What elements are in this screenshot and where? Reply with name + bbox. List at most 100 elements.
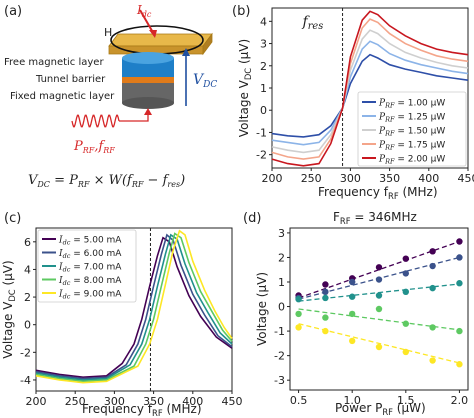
chart-c-xtick-label: 300 [104, 395, 125, 408]
panel-a-label: (a) [4, 4, 22, 19]
chart-d-xtick-label: 1.0 [343, 394, 361, 407]
chart-c-ylabel: Voltage VDC (µV) [1, 260, 17, 358]
chart-b: 200 250 300 350 400 450 -2 -1 0 1 2 3 4 fres PRF = 1.0… [237, 7, 474, 201]
chart-d-point [348, 310, 356, 318]
chart-d-point [295, 310, 302, 318]
chart-b-ylabel: Voltage VDC (µV) [237, 39, 253, 137]
chart-c-legend-entry: Idc = 9.00 mA [58, 290, 122, 301]
chart-c-ytick-label: -4 [20, 374, 31, 387]
chart-b-series-1 [271, 53, 469, 138]
chart-d-title: FRF = 346MHz [333, 210, 417, 226]
current-label: Idc [136, 3, 152, 19]
chart-d-point [322, 327, 329, 335]
chart-c-series-3 [35, 233, 233, 381]
chart-b-ytick-label: 1 [260, 82, 267, 95]
chart-d-ytick-label: -3 [274, 374, 285, 387]
fixed-layer-label: Fixed magnetic layer [10, 91, 115, 102]
chart-c-series-1 [35, 236, 233, 379]
chart-c-xtick-label: 450 [222, 395, 243, 408]
chart-b-xtick-label: 450 [458, 172, 474, 185]
rf-connection-head [144, 108, 152, 115]
chart-c-xtick-label: 250 [65, 395, 86, 408]
chart-d-fit-line-1 [298, 240, 460, 299]
chart-b-ytick-label: 3 [260, 38, 267, 51]
chart-b-ytick-label: -1 [256, 126, 267, 139]
chart-d-frame [289, 227, 469, 391]
chart-d-point [429, 324, 436, 331]
chart-d-xlabel: Power PRF (µW) [335, 401, 426, 417]
chart-d-point [295, 295, 302, 303]
chart-c-legend-entry: Idc = 7.00 mA [58, 263, 122, 274]
chart-c-xtick-label: 200 [26, 395, 47, 408]
chart-d-point [456, 280, 463, 287]
chart-b-legend-entry: PRF = 1.00 µW [378, 99, 445, 110]
panel-b-label: (b) [232, 4, 250, 19]
chart-d-point [348, 293, 356, 300]
chart-b-series-4 [271, 18, 469, 160]
chart-c-xtick-label: 350 [143, 395, 164, 408]
chart-c-ytick-label: 0 [24, 319, 31, 332]
free-layer-label: Free magnetic layer [4, 57, 104, 68]
chart-d-fit-line-4 [298, 308, 460, 331]
chart-c-xlabel: Frequency fRF (MHz) [82, 402, 202, 418]
chart-b-series-3 [271, 29, 469, 154]
current-arrow-head [149, 30, 157, 38]
panel-a: (a) H Idc Free magnetic layer Tunnel bar… [4, 3, 217, 189]
chart-d-point [402, 320, 410, 327]
chart-c-ytick-label: -2 [20, 346, 31, 359]
chart-d-point [402, 288, 410, 296]
chart-d-point [456, 238, 463, 245]
chart-b-series-5 [271, 10, 469, 167]
chart-d-point [456, 254, 463, 261]
chart-d-point [348, 337, 356, 345]
chart-b-legend-entry: PRF = 1.50 µW [378, 127, 445, 138]
chart-b-xtick-label: 250 [301, 172, 322, 185]
chart-d-point [429, 262, 436, 270]
chart-d: 0.5 1.0 1.5 2.0 -3 -2 -1 0 1 2 3 FRF = 346MHz Power … [255, 210, 469, 417]
chart-c-series-4 [35, 232, 233, 383]
chart-c-ytick-label: 4 [24, 263, 31, 276]
vdc-label: VDC [193, 72, 217, 90]
chart-d-point [375, 292, 383, 299]
chart-d-point [456, 361, 463, 368]
top-electrode-face [108, 33, 213, 47]
chart-c-frame [35, 227, 233, 392]
chart-b-xtick-label: 200 [262, 172, 283, 185]
chart-b-xtick-label: 400 [418, 172, 439, 185]
chart-b-xlabel: Frequency fRF (MHz) [318, 185, 438, 201]
equation: VDC = PRF × W(fRF − fres) [28, 173, 185, 189]
chart-d-point [429, 284, 436, 292]
chart-d-xtick-label: 0.5 [290, 394, 308, 407]
chart-d-xtick-label: 2.0 [451, 394, 469, 407]
chart-d-point [402, 348, 410, 356]
chart-d-point [295, 324, 302, 331]
chart-c-legend-entry: Idc = 6.00 mA [58, 249, 122, 260]
vdc-arrow-head [182, 48, 190, 56]
chart-d-ytick-label: -2 [274, 350, 285, 363]
rf-wave [71, 114, 120, 128]
chart-b-xtick-label: 350 [379, 172, 400, 185]
chart-b-legend-box [357, 91, 467, 167]
chart-b-ytick-label: 0 [260, 104, 267, 117]
chart-d-point [322, 294, 329, 302]
free-layer-top [122, 52, 174, 64]
panel-d-label: (d) [243, 211, 261, 226]
chart-d-point [348, 278, 356, 286]
chart-b-ytick-label: 4 [260, 15, 267, 28]
chart-d-point [375, 305, 383, 313]
chart-b-legend-entry: PRF = 1.75 µW [378, 141, 445, 152]
chart-d-point [429, 248, 436, 255]
chart-c-series-5 [35, 229, 233, 384]
chart-d-point [375, 343, 383, 351]
chart-c-ytick-label: 6 [24, 236, 31, 249]
chart-d-point [322, 288, 329, 296]
top-electrode-side [202, 32, 213, 56]
chart-c: 200 250 300 350 400 450 -4 -2 0 2 4 6 Idc = 5.00 mA I… [1, 227, 243, 418]
chart-d-point [322, 281, 329, 288]
chart-d-point [322, 314, 329, 321]
chart-b-ytick-label: 2 [260, 60, 267, 73]
chart-d-point [456, 327, 463, 335]
chart-b-ytick-label: -2 [256, 149, 267, 162]
chart-b-fres-label: fres [302, 14, 324, 32]
